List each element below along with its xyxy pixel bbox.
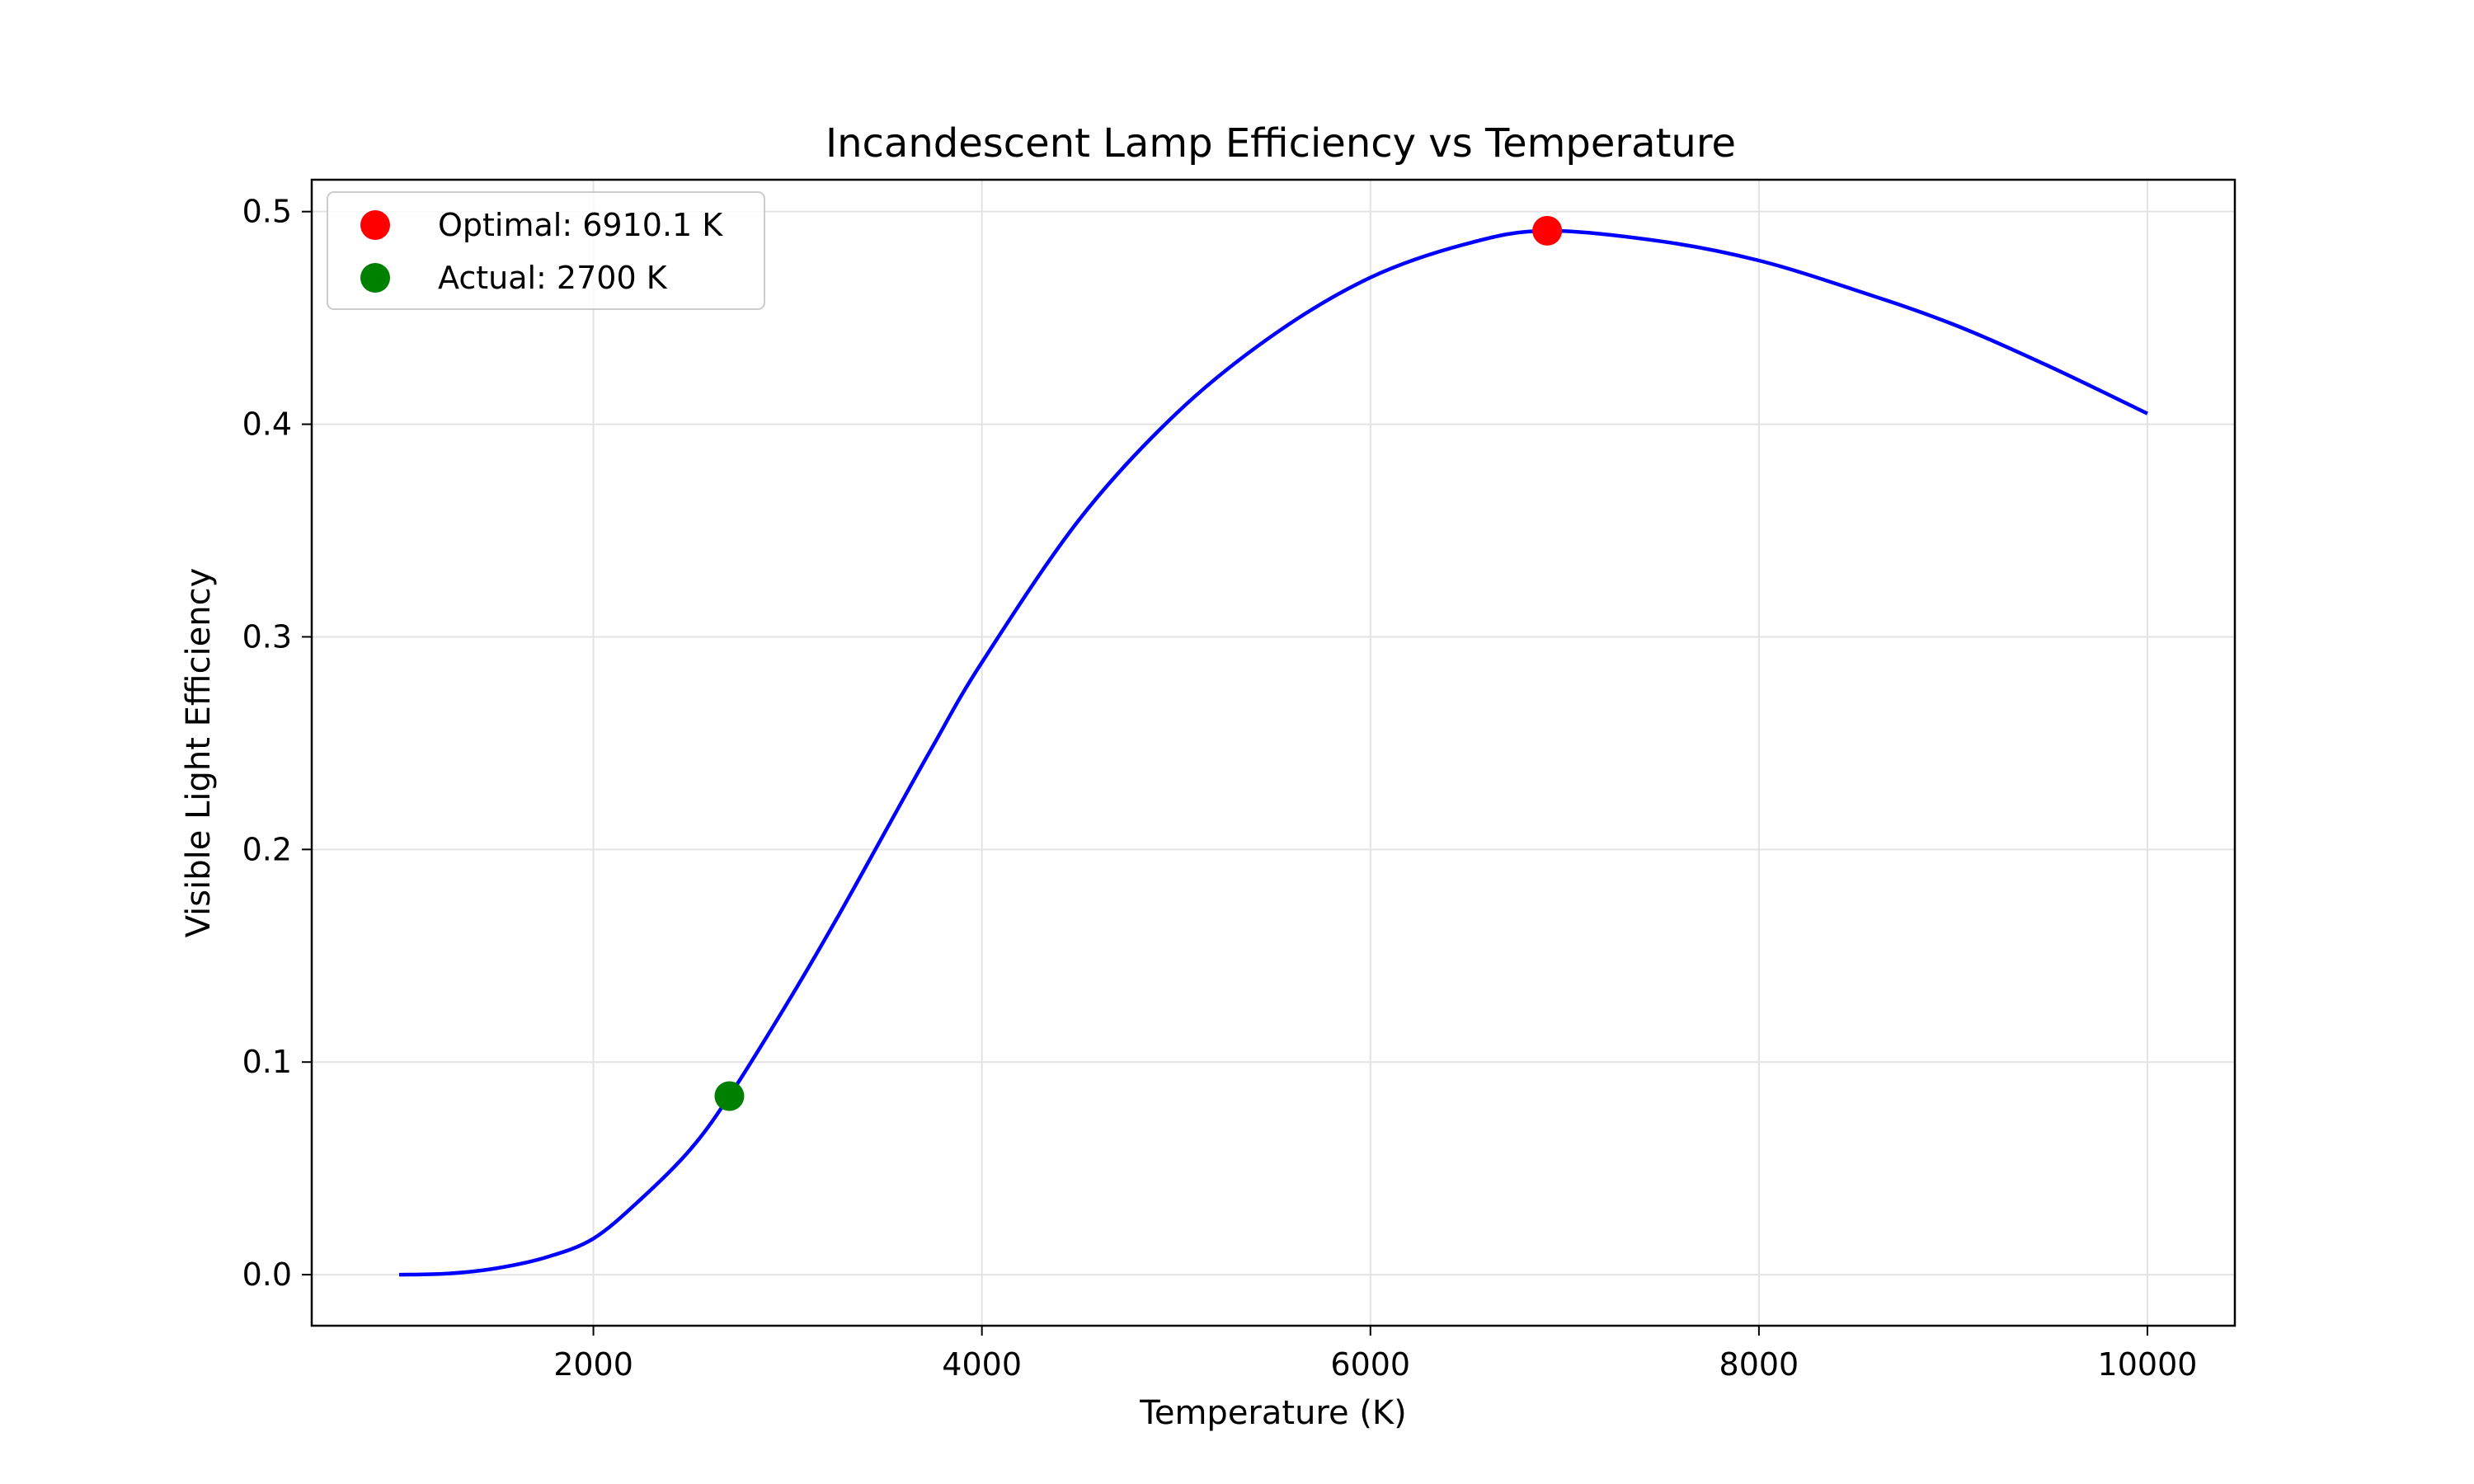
y-axis-label: Visible Light Efficiency — [180, 568, 218, 938]
grid — [312, 180, 2235, 1326]
chart-title: Incandescent Lamp Efficiency vs Temperat… — [825, 120, 1736, 167]
y-tick-label: 0.3 — [242, 618, 292, 655]
efficiency-curve — [398, 228, 2148, 1277]
legend: Optimal: 6910.1 K Actual: 2700 K — [327, 191, 765, 310]
x-tick-label: 2000 — [553, 1346, 633, 1383]
y-tick-label: 0.0 — [242, 1256, 292, 1293]
legend-label-optimal: Optimal: 6910.1 K — [438, 207, 723, 243]
x-tick-label: 4000 — [942, 1346, 1022, 1383]
optimal-point-marker — [1532, 215, 1563, 246]
series-group — [398, 228, 2148, 1277]
legend-marker-optimal — [360, 210, 390, 240]
x-axis-ticks: 2000 4000 6000 8000 10000 — [553, 1326, 2197, 1383]
legend-marker-actual — [360, 263, 390, 293]
x-tick-label: 6000 — [1330, 1346, 1410, 1383]
legend-label-actual: Actual: 2700 K — [438, 260, 668, 296]
legend-box — [327, 191, 765, 310]
x-axis-label: Temperature (K) — [1139, 1394, 1407, 1432]
actual-point-marker — [714, 1081, 745, 1111]
y-tick-label: 0.1 — [242, 1044, 292, 1080]
y-tick-label: 0.4 — [242, 406, 292, 443]
plot-frame — [310, 178, 2236, 1327]
y-tick-label: 0.5 — [242, 194, 292, 230]
y-axis-ticks: 0.0 0.1 0.2 0.3 0.4 0.5 — [242, 194, 312, 1293]
x-tick-label: 10000 — [2098, 1346, 2198, 1383]
y-tick-label: 0.2 — [242, 831, 292, 867]
markers-group — [714, 215, 1563, 1111]
x-tick-label: 8000 — [1719, 1346, 1799, 1383]
